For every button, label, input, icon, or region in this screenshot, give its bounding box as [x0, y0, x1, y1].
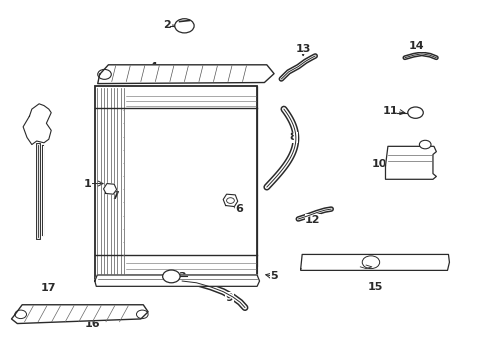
- Text: 11: 11: [383, 106, 398, 116]
- Polygon shape: [386, 146, 437, 179]
- Text: 4: 4: [149, 62, 157, 72]
- Text: 13: 13: [295, 44, 311, 54]
- Text: 5: 5: [270, 271, 278, 282]
- Circle shape: [408, 107, 423, 118]
- Text: 17: 17: [41, 283, 56, 293]
- Text: 8: 8: [290, 132, 297, 143]
- Polygon shape: [11, 305, 148, 324]
- Polygon shape: [23, 104, 51, 145]
- Circle shape: [419, 140, 431, 149]
- Text: 6: 6: [235, 204, 243, 214]
- Bar: [113, 86, 257, 266]
- Polygon shape: [223, 194, 238, 207]
- Text: 1: 1: [84, 179, 92, 189]
- Polygon shape: [95, 275, 260, 286]
- Circle shape: [362, 256, 380, 269]
- Circle shape: [163, 270, 180, 283]
- Text: 15: 15: [368, 282, 384, 292]
- Text: 9: 9: [225, 293, 233, 303]
- Text: 14: 14: [409, 41, 425, 51]
- Polygon shape: [98, 65, 274, 84]
- Text: 16: 16: [85, 319, 100, 329]
- Text: 3: 3: [178, 273, 186, 283]
- Text: 12: 12: [305, 215, 320, 225]
- Text: 10: 10: [372, 159, 388, 169]
- Bar: [95, 86, 257, 279]
- Polygon shape: [103, 184, 117, 194]
- Circle shape: [175, 19, 194, 33]
- Polygon shape: [301, 255, 449, 270]
- Text: 7: 7: [111, 191, 119, 201]
- Text: 2: 2: [164, 20, 171, 30]
